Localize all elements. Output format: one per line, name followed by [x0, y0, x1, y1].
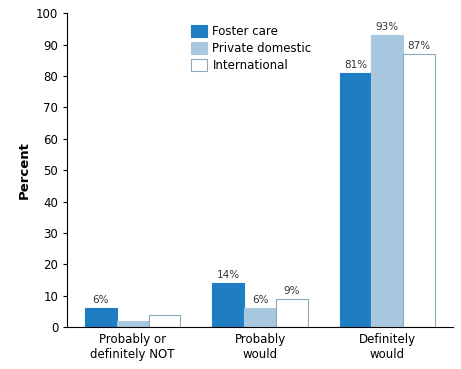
- Text: 9%: 9%: [284, 286, 300, 296]
- Bar: [403, 54, 435, 327]
- Text: 81%: 81%: [344, 60, 367, 70]
- Bar: [244, 308, 276, 327]
- Text: 6%: 6%: [93, 295, 109, 305]
- Bar: [117, 321, 148, 327]
- Legend: Foster care, Private domestic, International: Foster care, Private domestic, Internati…: [189, 23, 314, 75]
- Text: 87%: 87%: [408, 41, 431, 51]
- Text: 14%: 14%: [217, 270, 240, 280]
- Bar: [372, 35, 403, 327]
- Text: 93%: 93%: [376, 22, 399, 32]
- Text: 6%: 6%: [252, 295, 268, 305]
- Bar: [212, 283, 244, 327]
- Bar: [340, 73, 372, 327]
- Bar: [276, 299, 308, 327]
- Y-axis label: Percent: Percent: [18, 141, 30, 199]
- Bar: [148, 314, 180, 327]
- Bar: [85, 308, 117, 327]
